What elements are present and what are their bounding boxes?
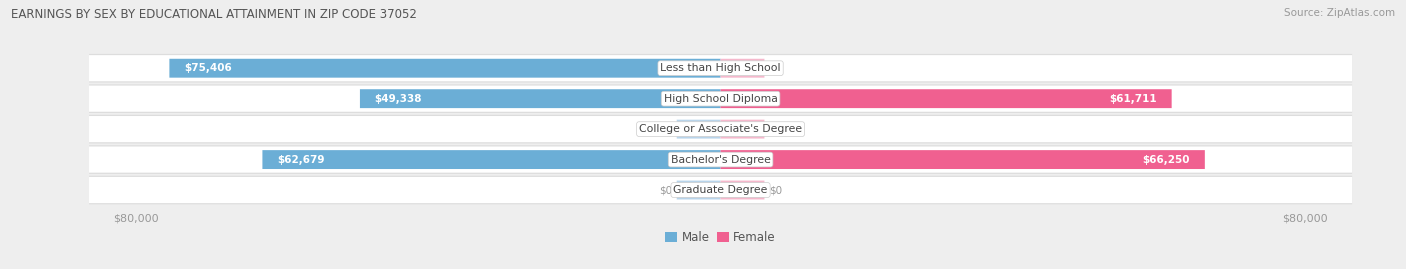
FancyBboxPatch shape: [89, 176, 1353, 204]
Text: $0: $0: [659, 124, 672, 134]
FancyBboxPatch shape: [720, 120, 765, 139]
Text: $0: $0: [659, 185, 672, 195]
FancyBboxPatch shape: [89, 55, 1353, 81]
Text: Bachelor's Degree: Bachelor's Degree: [671, 155, 770, 165]
Text: Source: ZipAtlas.com: Source: ZipAtlas.com: [1284, 8, 1395, 18]
FancyBboxPatch shape: [89, 54, 1353, 83]
Text: $49,338: $49,338: [374, 94, 422, 104]
Legend: Male, Female: Male, Female: [661, 227, 780, 249]
FancyBboxPatch shape: [720, 59, 765, 78]
Text: $0: $0: [769, 124, 782, 134]
Text: $0: $0: [769, 63, 782, 73]
Text: $0: $0: [769, 185, 782, 195]
FancyBboxPatch shape: [360, 89, 720, 108]
FancyBboxPatch shape: [676, 180, 720, 200]
FancyBboxPatch shape: [720, 89, 1171, 108]
Text: $66,250: $66,250: [1143, 155, 1191, 165]
Text: $62,679: $62,679: [277, 155, 325, 165]
Text: $61,711: $61,711: [1109, 94, 1157, 104]
FancyBboxPatch shape: [89, 86, 1353, 112]
FancyBboxPatch shape: [720, 150, 1205, 169]
Text: $75,406: $75,406: [184, 63, 232, 73]
FancyBboxPatch shape: [89, 116, 1353, 142]
FancyBboxPatch shape: [89, 145, 1353, 174]
FancyBboxPatch shape: [169, 59, 720, 78]
FancyBboxPatch shape: [89, 84, 1353, 113]
FancyBboxPatch shape: [263, 150, 720, 169]
FancyBboxPatch shape: [720, 180, 765, 200]
FancyBboxPatch shape: [89, 147, 1353, 173]
FancyBboxPatch shape: [89, 177, 1353, 203]
Text: Graduate Degree: Graduate Degree: [673, 185, 768, 195]
FancyBboxPatch shape: [89, 115, 1353, 143]
Text: EARNINGS BY SEX BY EDUCATIONAL ATTAINMENT IN ZIP CODE 37052: EARNINGS BY SEX BY EDUCATIONAL ATTAINMEN…: [11, 8, 418, 21]
Text: High School Diploma: High School Diploma: [664, 94, 778, 104]
Text: College or Associate's Degree: College or Associate's Degree: [638, 124, 803, 134]
Text: Less than High School: Less than High School: [661, 63, 780, 73]
FancyBboxPatch shape: [676, 120, 720, 139]
